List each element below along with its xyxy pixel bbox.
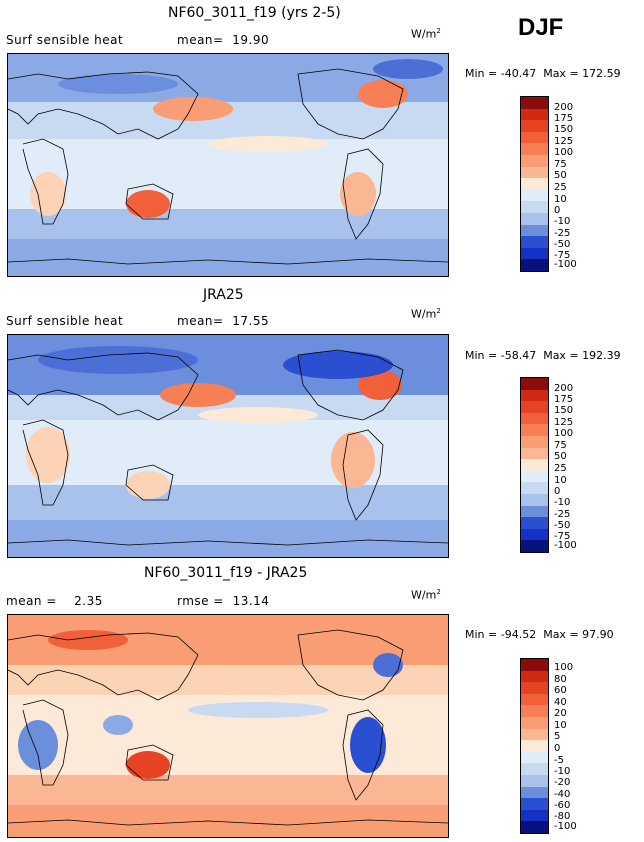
colorbar-label: 0 bbox=[554, 486, 561, 497]
colorbar-label: 100 bbox=[554, 147, 574, 158]
colorbar-label: 60 bbox=[554, 685, 567, 696]
colorbar-label: 100 bbox=[554, 428, 574, 439]
panel-3-mean: mean = 2.35 bbox=[6, 594, 103, 608]
panel-3-rmse: rmse = 13.14 bbox=[177, 594, 270, 608]
colorbar-label: 0 bbox=[554, 205, 561, 216]
colorbar-label: 25 bbox=[554, 463, 567, 474]
colorbar-label: 40 bbox=[554, 697, 567, 708]
colorbar-label: 10 bbox=[554, 720, 567, 731]
colorbar-label: 20 bbox=[554, 708, 567, 719]
colorbar-label: -40 bbox=[554, 789, 571, 800]
panel-1-mean: mean= 19.90 bbox=[177, 33, 270, 47]
colorbar-label: 150 bbox=[554, 405, 574, 416]
colorbar-label: -80 bbox=[554, 811, 571, 822]
panel-2-minmax: Min = -58.47 Max = 192.39 bbox=[465, 349, 621, 362]
colorbar-label: 175 bbox=[554, 394, 574, 405]
colorbar-label: -25 bbox=[554, 228, 571, 239]
panel-1-minmax: Min = -40.47 Max = 172.59 bbox=[465, 67, 621, 80]
panel-1-variable-label: Surf sensible heat bbox=[6, 33, 124, 47]
colorbar-label: -10 bbox=[554, 216, 571, 227]
colorbar-label: 75 bbox=[554, 440, 567, 451]
colorbar-label: -50 bbox=[554, 239, 571, 250]
colorbar-label: 100 bbox=[554, 662, 574, 673]
colorbar-label: 175 bbox=[554, 113, 574, 124]
panel-3-colorbar bbox=[520, 658, 549, 834]
colorbar-label: 125 bbox=[554, 417, 574, 428]
colorbar-label: 200 bbox=[554, 102, 574, 113]
colorbar-label: 50 bbox=[554, 170, 567, 181]
panel-2-title: JRA25 bbox=[203, 287, 244, 303]
colorbar-label: -5 bbox=[554, 755, 564, 766]
colorbar-label: -50 bbox=[554, 520, 571, 531]
colorbar-label: 80 bbox=[554, 674, 567, 685]
colorbar-label: -75 bbox=[554, 531, 571, 542]
panel-3-minmax: Min = -94.52 Max = 97.90 bbox=[465, 628, 614, 641]
colorbar-label: 125 bbox=[554, 136, 574, 147]
panel-1-colorbar bbox=[520, 96, 549, 272]
colorbar-label: 0 bbox=[554, 743, 561, 754]
panel-2-variable-label: Surf sensible heat bbox=[6, 314, 124, 328]
colorbar-label: -60 bbox=[554, 800, 571, 811]
panel-2-colorbar bbox=[520, 377, 549, 553]
colorbar-label: 50 bbox=[554, 451, 567, 462]
panel-1-title: NF60_3011_f19 (yrs 2-5) bbox=[168, 5, 341, 21]
colorbar-label: 25 bbox=[554, 182, 567, 193]
colorbar-label: 10 bbox=[554, 194, 567, 205]
colorbar-label: -75 bbox=[554, 250, 571, 261]
panel-1-units: W/m2 bbox=[411, 27, 441, 41]
panel-2-units: W/m2 bbox=[411, 307, 441, 321]
colorbar-label: 5 bbox=[554, 731, 561, 742]
panel-2-mean: mean= 17.55 bbox=[177, 314, 270, 328]
colorbar-label: 10 bbox=[554, 475, 567, 486]
colorbar-label: 200 bbox=[554, 383, 574, 394]
colorbar-label: 75 bbox=[554, 159, 567, 170]
panel-2-map bbox=[7, 334, 449, 558]
colorbar-label: -100 bbox=[554, 540, 577, 551]
colorbar-label: -100 bbox=[554, 821, 577, 832]
colorbar-label: -20 bbox=[554, 777, 571, 788]
colorbar-label: -100 bbox=[554, 259, 577, 270]
panel-3-title: NF60_3011_f19 - JRA25 bbox=[144, 565, 308, 581]
colorbar-label: 150 bbox=[554, 124, 574, 135]
panel-3-units: W/m2 bbox=[411, 588, 441, 602]
colorbar-label: -10 bbox=[554, 766, 571, 777]
season-label: DJF bbox=[518, 14, 564, 41]
panel-3-map bbox=[7, 614, 449, 838]
colorbar-label: -10 bbox=[554, 497, 571, 508]
panel-1-map bbox=[7, 53, 449, 277]
colorbar-label: -25 bbox=[554, 509, 571, 520]
